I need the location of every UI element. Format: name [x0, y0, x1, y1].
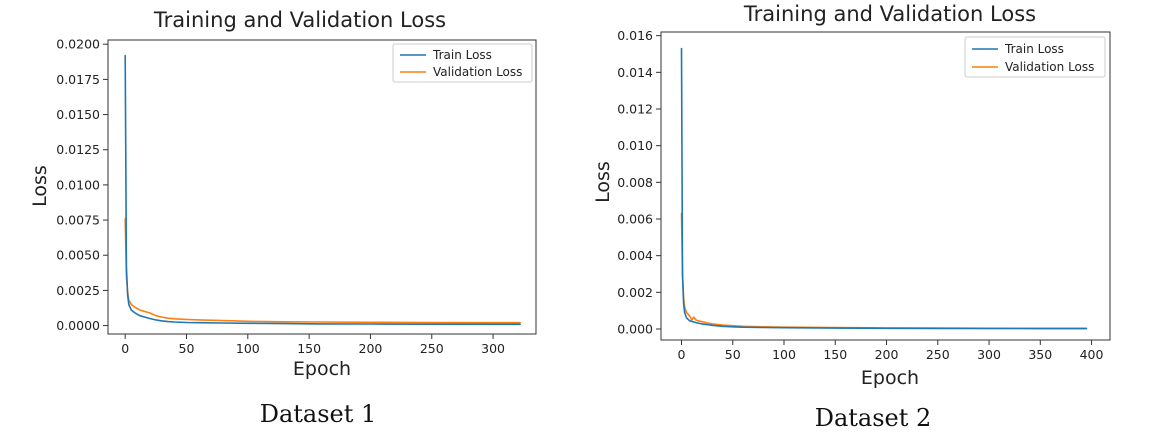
- x-tick-label: 300: [481, 341, 505, 356]
- y-tick-label: 0.0075: [56, 213, 100, 228]
- y-tick-label: 0.004: [617, 248, 653, 263]
- y-tick-label: 0.016: [617, 28, 653, 43]
- y-axis-ticks: 0.000 0.002 0.004 0.006 0.008 0.010 0.012 0.014…: [617, 28, 661, 337]
- y-tick-label: 0.006: [617, 212, 653, 227]
- chart-dataset-2: Training and Validation Loss 0.0000.0020…: [592, 2, 1111, 432]
- figure-caption: Dataset 2: [815, 404, 932, 432]
- x-tick-label: 100: [772, 347, 796, 362]
- y-tick-label: 0.0150: [56, 107, 100, 122]
- y-tick-label: 0.000: [617, 322, 653, 337]
- y-axis-label: Loss: [592, 161, 614, 203]
- x-tick-label: 50: [179, 341, 195, 356]
- chart-dataset-1: Training and Validation Loss 0.0000 0.002…: [29, 8, 537, 428]
- x-tick-label: 0: [121, 341, 129, 356]
- x-tick-label: 200: [359, 341, 383, 356]
- x-tick-label: 150: [823, 347, 847, 362]
- legend-box: [964, 36, 1106, 78]
- x-tick-label: 300: [977, 347, 1001, 362]
- chart-title: Training and Validation Loss: [743, 2, 1036, 26]
- y-tick-label: 0.010: [617, 138, 653, 153]
- legend-box: [392, 43, 533, 83]
- train-loss-line: [124, 54, 521, 326]
- y-tick-label: 0.0175: [56, 72, 100, 87]
- y-tick-label: 0.0100: [56, 177, 100, 192]
- x-tick-label: 0: [678, 347, 686, 362]
- x-tick-label: 400: [1080, 347, 1104, 362]
- x-tick-label: 250: [420, 341, 444, 356]
- validation-loss-line: [124, 217, 521, 324]
- x-tick-label: 250: [926, 347, 950, 362]
- x-tick-label: 50: [725, 347, 741, 362]
- series-lines: [124, 54, 521, 326]
- y-axis-ticks: 0.0000 0.0025 0.0050 0.0075 0.0100 0.0125 0.01…: [56, 37, 108, 333]
- train-loss-line: [680, 47, 1088, 330]
- plot-area: [107, 39, 537, 335]
- legend: Train Loss Validation Loss: [964, 36, 1106, 78]
- x-tick-label: 350: [1028, 347, 1052, 362]
- y-axis-label: Loss: [29, 165, 51, 207]
- plot-area: [660, 31, 1111, 341]
- x-tick-label: 150: [297, 341, 321, 356]
- x-tick-label: 200: [875, 347, 899, 362]
- chart-title: Training and Validation Loss: [153, 8, 446, 32]
- legend-label-validation: Validation Loss: [433, 65, 522, 79]
- y-tick-label: 0.008: [617, 175, 653, 190]
- figure-caption: Dataset 1: [260, 400, 377, 428]
- legend-label-train: Train Loss: [1004, 42, 1064, 56]
- x-axis-ticks: 0 50 100 150 200 250 300 350 400: [678, 340, 1104, 362]
- x-axis-label: Epoch: [293, 358, 351, 380]
- series-lines: [680, 47, 1088, 330]
- legend-label-validation: Validation Loss: [1005, 60, 1094, 74]
- y-tick-label: 0.0050: [56, 248, 100, 263]
- x-axis-label: Epoch: [861, 367, 919, 389]
- y-tick-label: 0.0200: [56, 37, 100, 52]
- y-tick-label: 0.012: [617, 102, 653, 117]
- y-tick-label: 0.014: [617, 65, 653, 80]
- x-axis-ticks: 0 50 100 150 200 250 300: [121, 334, 505, 356]
- y-tick-label: 0.002: [617, 285, 653, 300]
- legend-label-train: Train Loss: [432, 48, 492, 62]
- x-tick-label: 100: [236, 341, 260, 356]
- legend: Train Loss Validation Loss: [392, 43, 533, 83]
- y-tick-label: 0.0025: [56, 283, 100, 298]
- y-tick-label: 0.0125: [56, 142, 100, 157]
- y-tick-label: 0.0000: [56, 318, 100, 333]
